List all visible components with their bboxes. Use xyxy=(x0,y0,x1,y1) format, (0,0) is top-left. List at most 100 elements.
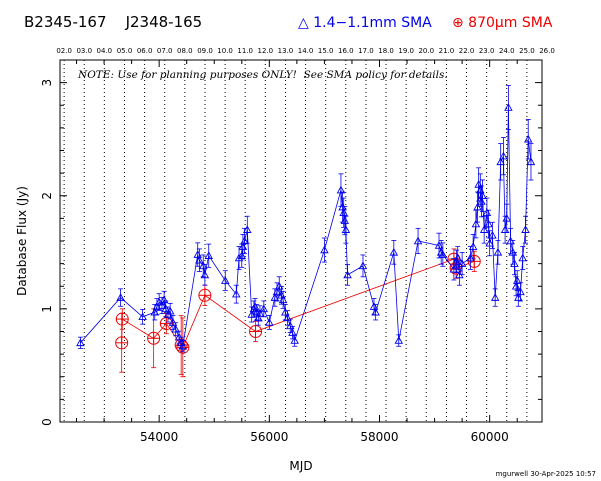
data-point xyxy=(243,225,252,233)
data-point xyxy=(490,293,500,301)
year-grid xyxy=(63,60,528,422)
data-point xyxy=(290,336,299,344)
data-point xyxy=(270,293,280,301)
top-axis-year-label: 10.0 xyxy=(217,47,233,55)
data-point xyxy=(457,259,467,267)
data-point xyxy=(413,236,423,245)
data-point xyxy=(255,308,265,317)
data-point xyxy=(508,247,518,256)
legend-blue-series: △ 1.4−1.1mm SMA xyxy=(298,15,432,31)
top-axis-year-label: 23.0 xyxy=(479,47,495,55)
series-line xyxy=(121,258,475,349)
top-axis-year-label: 13.0 xyxy=(278,47,294,55)
top-axis-year-label: 18.0 xyxy=(378,47,394,55)
data-point xyxy=(438,250,448,258)
data-point xyxy=(478,191,487,200)
top-axis-year-label: 09.0 xyxy=(197,47,213,55)
data-point xyxy=(76,338,85,347)
data-point xyxy=(274,281,284,290)
y-tick-label: 3 xyxy=(40,79,54,87)
data-point xyxy=(477,196,486,205)
top-axis-year-label: 04.0 xyxy=(97,47,113,55)
data-point xyxy=(523,134,533,143)
top-axis-year-label: 20.0 xyxy=(418,47,434,55)
data-point xyxy=(514,293,523,301)
data-point xyxy=(204,251,213,259)
data-point xyxy=(484,219,493,228)
x-axis: 54000 56000 58000 60000 xyxy=(76,60,518,444)
top-axis-year-label: 08.0 xyxy=(177,47,193,55)
top-axis-year-label: 07.0 xyxy=(157,47,173,55)
top-axis-year-label: 21.0 xyxy=(439,47,455,55)
data-point xyxy=(116,293,125,301)
chart-title: B2345-167 J2348-165 xyxy=(24,13,202,31)
data-point xyxy=(285,321,295,330)
data-point xyxy=(272,287,282,296)
top-axis-year-label: 17.0 xyxy=(358,47,374,55)
data-point xyxy=(453,253,462,262)
data-point xyxy=(195,255,204,264)
data-point xyxy=(168,318,178,326)
data-point xyxy=(152,302,162,310)
top-axis-year-label: 15.0 xyxy=(318,47,334,55)
y-tick-label: 2 xyxy=(40,192,54,200)
data-point xyxy=(220,276,230,284)
data-point xyxy=(518,253,527,262)
x-tick-label: 56000 xyxy=(250,430,288,444)
data-point xyxy=(471,219,481,228)
data-point xyxy=(485,238,494,247)
data-point xyxy=(115,312,129,326)
data-point xyxy=(389,247,399,256)
data-point xyxy=(496,157,505,166)
data-point xyxy=(449,264,459,273)
data-point xyxy=(510,259,519,267)
top-axis-year-label: 19.0 xyxy=(398,47,414,55)
data-point xyxy=(278,295,288,304)
y-axis-label: Database Flux (Jy) xyxy=(15,186,29,296)
data-point xyxy=(502,213,512,222)
data-point xyxy=(340,216,350,224)
data-point xyxy=(283,313,292,322)
planning-note: NOTE: Use for planning purposes ONLY! Se… xyxy=(77,69,448,81)
top-axis-year-label: 25.0 xyxy=(519,47,535,55)
data-point xyxy=(358,261,368,270)
data-point xyxy=(232,289,241,298)
x-tick-label: 54000 xyxy=(140,430,178,444)
top-axis-year-labels: 02.0 03.0 04.0 05.0 06.0 07.0 08.0 09.0 10.0 11.0… xyxy=(56,47,554,55)
data-point xyxy=(434,241,444,249)
data-point xyxy=(504,103,513,111)
y-tick-label: 1 xyxy=(40,305,54,313)
top-axis-year-label: 03.0 xyxy=(76,47,92,55)
top-axis-year-label: 06.0 xyxy=(137,47,153,55)
data-point xyxy=(115,336,129,350)
data-point xyxy=(178,341,188,350)
top-axis-year-label: 26.0 xyxy=(539,47,555,55)
data-point xyxy=(265,318,274,326)
data-point xyxy=(343,270,352,279)
footer-stamp: mgurwell 30-Apr-2025 10:57 xyxy=(496,470,596,478)
data-point xyxy=(234,253,244,262)
data-point xyxy=(161,304,171,313)
plot-frame xyxy=(59,59,543,423)
data-point xyxy=(521,225,530,233)
data-point xyxy=(171,324,180,333)
data-point xyxy=(499,151,508,160)
series-1mm xyxy=(76,85,536,353)
top-axis-year-label: 22.0 xyxy=(459,47,475,55)
data-point xyxy=(516,287,525,296)
data-point xyxy=(468,242,478,250)
data-point xyxy=(165,306,175,315)
x-axis-label: MJD xyxy=(289,459,312,473)
data-point xyxy=(281,307,290,316)
top-axis-year-label: 16.0 xyxy=(338,47,354,55)
data-point xyxy=(526,157,536,166)
top-axis-year-label: 05.0 xyxy=(117,47,133,55)
data-point xyxy=(320,245,329,254)
data-point xyxy=(479,225,489,233)
data-point xyxy=(476,185,485,194)
data-point xyxy=(336,185,346,194)
top-axis-year-label: 02.0 xyxy=(56,47,72,55)
series-line xyxy=(80,107,532,348)
data-point xyxy=(198,288,212,302)
